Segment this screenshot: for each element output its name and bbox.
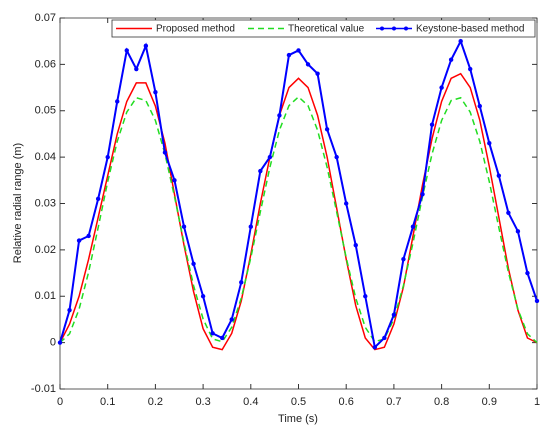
series-line	[59, 72, 538, 351]
series-marker	[324, 127, 330, 132]
series-marker	[258, 168, 263, 174]
series-marker	[172, 178, 177, 183]
x-tick-label: 1	[534, 396, 540, 408]
series-marker	[248, 224, 253, 229]
series-marker	[496, 173, 502, 178]
series-marker	[229, 317, 234, 322]
x-tick-label: 0.3	[195, 396, 210, 408]
legend-box	[111, 19, 536, 38]
series-marker	[219, 335, 225, 341]
series-marker	[210, 331, 215, 336]
series-marker	[344, 201, 349, 206]
y-tick-label: 0.03	[35, 197, 56, 209]
series-marker	[181, 224, 187, 229]
series-marker	[286, 52, 292, 58]
series-marker	[525, 270, 530, 276]
y-tick-label: -0.01	[31, 383, 56, 395]
y-tick-label: 0.02	[35, 244, 56, 256]
x-axis-label: Time (s)	[278, 413, 318, 425]
series-marker	[239, 280, 244, 285]
series-marker	[86, 233, 91, 239]
series-marker	[143, 43, 149, 49]
legend-marker	[380, 26, 384, 31]
y-tick-label: 0.01	[35, 290, 56, 302]
series-marker	[448, 57, 454, 62]
series-marker	[76, 238, 82, 243]
series-marker	[382, 335, 387, 341]
y-axis-label: Relative radial range (m)	[12, 143, 24, 263]
series-marker	[468, 66, 473, 72]
series-marker	[353, 243, 358, 248]
series-marker	[134, 66, 139, 72]
x-tick-label: 0.5	[291, 396, 306, 408]
x-tick-label: 0.7	[386, 396, 401, 408]
y-tick-label: 0.07	[35, 12, 56, 24]
x-tick-label: 0.2	[148, 396, 163, 408]
series-marker	[315, 71, 320, 76]
series-marker	[487, 141, 492, 146]
series-marker	[124, 48, 129, 53]
series-marker	[277, 113, 282, 118]
series-marker	[57, 340, 63, 345]
x-tick-label: 0	[57, 396, 63, 408]
series-marker	[95, 196, 101, 202]
series-marker	[200, 294, 206, 299]
legend-marker	[404, 26, 408, 31]
series-marker	[506, 210, 511, 215]
series-marker	[515, 229, 521, 234]
series-marker	[363, 294, 368, 299]
series-marker	[105, 154, 110, 160]
y-tick-label: 0.04	[35, 151, 56, 163]
x-tick-label: 0.9	[482, 396, 497, 408]
y-tick-label: 0	[50, 337, 56, 349]
series-marker	[296, 48, 301, 53]
legend-label: Keystone-based method	[416, 24, 524, 35]
series-marker	[410, 224, 416, 229]
series-marker	[334, 154, 339, 160]
series-marker	[401, 256, 406, 262]
x-tick-label: 0.4	[243, 396, 258, 408]
series-marker	[458, 38, 463, 44]
y-tick-label: 0.06	[35, 58, 56, 70]
series-marker	[153, 90, 158, 95]
series-marker	[305, 62, 311, 67]
series-marker	[67, 307, 72, 313]
x-tick-label: 0.8	[434, 396, 449, 408]
series-marker	[115, 99, 120, 104]
x-tick-label: 0.6	[339, 396, 354, 408]
legend-label: Theoretical value	[288, 24, 365, 35]
series-marker	[191, 261, 196, 266]
series-marker	[391, 312, 397, 317]
legend-marker	[392, 26, 396, 31]
series-marker	[267, 154, 273, 160]
series-marker	[372, 345, 378, 350]
series-marker	[477, 103, 482, 109]
series-marker	[439, 85, 444, 90]
plot-area	[59, 17, 538, 390]
y-tick-label: 0.05	[35, 105, 56, 117]
legend-label: Proposed method	[156, 24, 235, 35]
series-line	[59, 95, 538, 344]
series-marker	[420, 192, 425, 197]
x-tick-label: 0.1	[100, 396, 115, 408]
series-marker	[162, 150, 168, 155]
series-marker	[534, 298, 540, 304]
series-marker	[429, 122, 435, 127]
